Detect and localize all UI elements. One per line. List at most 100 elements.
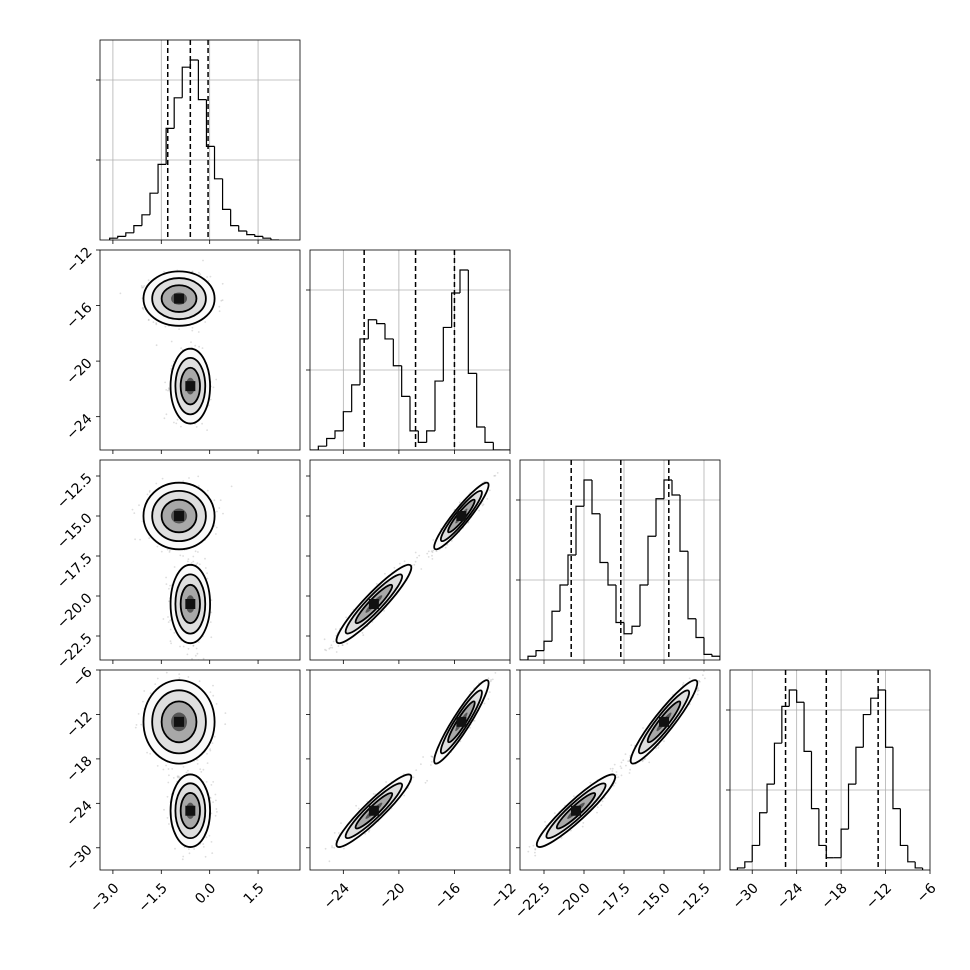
- scatter-point-2-1-1039: [346, 642, 349, 645]
- hist-bin-1-5: [351, 384, 360, 412]
- scatter-point-1-0-893: [202, 259, 204, 262]
- scatter-point-2-1-89: [494, 474, 497, 477]
- scatter-point-2-0-530: [197, 485, 200, 487]
- scatter-point-1-0-1102: [167, 387, 170, 390]
- hist-bin-0-6: [157, 163, 167, 194]
- scatter-point-2-0-1359: [192, 644, 195, 647]
- scatter-point-1-0-1712: [165, 389, 168, 391]
- density-peak-2-0-mode1: [185, 599, 196, 609]
- scatter-point-1-0-566: [147, 318, 150, 321]
- scatter-point-1-0-87: [140, 285, 143, 287]
- scatter-point-2-1-371: [446, 543, 449, 546]
- scatter-point-1-0-442: [209, 275, 212, 278]
- scatter-point-1-0-626: [170, 340, 173, 343]
- scatter-point-2-1-763: [450, 540, 453, 542]
- hist-bin-1-4: [342, 411, 352, 431]
- scatter-point-1-0-443: [204, 321, 207, 323]
- scatter-point-2-1-193: [431, 554, 433, 557]
- scatter-point-2-0-125: [161, 477, 164, 480]
- scatter-point-1-0-1505: [165, 413, 168, 416]
- scatter-point-2-0-662: [133, 512, 136, 514]
- ytick-label-2-3: −15.0: [54, 510, 96, 552]
- scatter-point-2-0-992: [196, 652, 199, 655]
- scatter-point-2-0-971: [206, 572, 208, 575]
- scatter-point-1-0-743: [152, 321, 155, 323]
- scatter-point-2-0-1559: [210, 636, 213, 639]
- ytick-label-1-2: −16: [63, 300, 95, 332]
- hist-bin-1-9: [384, 323, 394, 340]
- hist-bin-0-10: [189, 59, 199, 68]
- scatter-point-2-1-1168: [328, 647, 331, 650]
- scatter-point-2-1-999: [384, 572, 386, 575]
- scatter-point-2-0-1572: [169, 628, 172, 631]
- scatter-point-2-0-1187: [192, 555, 195, 558]
- scatter-point-1-0-1173: [173, 421, 175, 424]
- scatter-point-2-1-1089: [393, 566, 396, 569]
- scatter-point-2-0-1674: [209, 621, 212, 623]
- scatter-point-1-0-1296: [195, 426, 198, 428]
- scatter-point-2-0-1332: [196, 562, 199, 565]
- scatter-point-2-0-1560: [186, 653, 189, 656]
- scatter-point-2-0-133: [219, 499, 222, 502]
- ytick-label-2-1: −20.0: [54, 590, 96, 632]
- scatter-point-2-1-322: [488, 489, 491, 492]
- scatter-point-2-1-838: [427, 556, 430, 558]
- scatter-point-1-0-973: [168, 388, 170, 391]
- scatter-point-2-1-769: [435, 550, 438, 553]
- scatter-point-2-1-624: [430, 550, 433, 552]
- scatter-point-2-1-1201: [337, 645, 340, 647]
- hist-bin-1-11: [401, 365, 410, 397]
- scatter-point-2-1-442: [431, 551, 434, 554]
- scatter-point-2-0-663: [206, 489, 209, 492]
- scatter-point-2-0-1280: [169, 584, 171, 587]
- scatter-point-2-0-1093: [202, 657, 205, 660]
- scatter-point-2-0-1424: [169, 640, 172, 643]
- scatter-point-2-0-683: [222, 512, 224, 515]
- scatter-point-2-0-200: [166, 548, 169, 551]
- scatter-point-2-0-600: [146, 493, 149, 496]
- scatter-point-1-0-753: [147, 319, 150, 321]
- scatter-point-1-0-215: [155, 323, 158, 326]
- scatter-point-2-1-635: [486, 498, 489, 500]
- density-peak-1-0-mode0: [174, 293, 185, 304]
- scatter-point-2-1-1216: [345, 616, 347, 619]
- hist-bin-1-10: [392, 338, 402, 367]
- scatter-point-1-0-647: [147, 279, 150, 282]
- scatter-point-1-0-634: [141, 307, 144, 310]
- hist-bin-0-16: [238, 225, 247, 232]
- hist-bin-0-4: [141, 214, 150, 226]
- hist-bin-0-2: [125, 232, 134, 237]
- scatter-point-2-1-1129: [325, 649, 328, 652]
- scatter-panel-1-0: −24−20−16−12: [63, 244, 301, 454]
- scatter-point-2-0-517: [169, 549, 171, 552]
- scatter-point-1-0-1530: [212, 386, 215, 389]
- scatter-point-2-0-1397: [187, 558, 190, 561]
- hist-bin-1-15: [434, 380, 444, 431]
- scatter-point-2-0-492: [197, 475, 200, 478]
- scatter-point-2-1-92: [432, 549, 435, 552]
- scatter-point-2-1-663: [432, 539, 435, 541]
- hist-bin-1-3: [334, 430, 344, 439]
- scatter-point-2-0-876: [182, 480, 185, 483]
- scatter-panel-2-0: −22.5−20.0−17.5−15.0−12.5: [54, 459, 301, 672]
- scatter-point-1-0-1289: [198, 345, 200, 348]
- scatter-point-2-0-1450: [195, 647, 198, 650]
- scatter-point-2-0-514: [230, 485, 233, 488]
- hist-bin-0-5: [149, 192, 159, 215]
- scatter-point-2-0-99: [148, 489, 151, 492]
- scatter-point-2-0-1503: [197, 641, 200, 643]
- scatter-point-1-0-845: [191, 326, 194, 329]
- hist-bin-0-1: [117, 235, 126, 239]
- scatter-point-1-0-673: [207, 280, 210, 282]
- hist-bin-0-15: [230, 209, 239, 227]
- scatter-point-2-0-939: [204, 567, 207, 569]
- hist-bin-1-16: [442, 326, 452, 382]
- scatter-point-2-0-1242: [192, 645, 195, 647]
- scatter-point-2-1-1266: [324, 648, 326, 651]
- histogram-panel-0: [96, 39, 301, 244]
- scatter-point-2-0-286: [218, 507, 221, 509]
- scatter-point-1-0-437: [164, 325, 167, 328]
- scatter-point-1-0-1569: [201, 347, 204, 349]
- hist-bin-0-9: [181, 66, 191, 98]
- scatter-point-1-0-347: [206, 276, 208, 278]
